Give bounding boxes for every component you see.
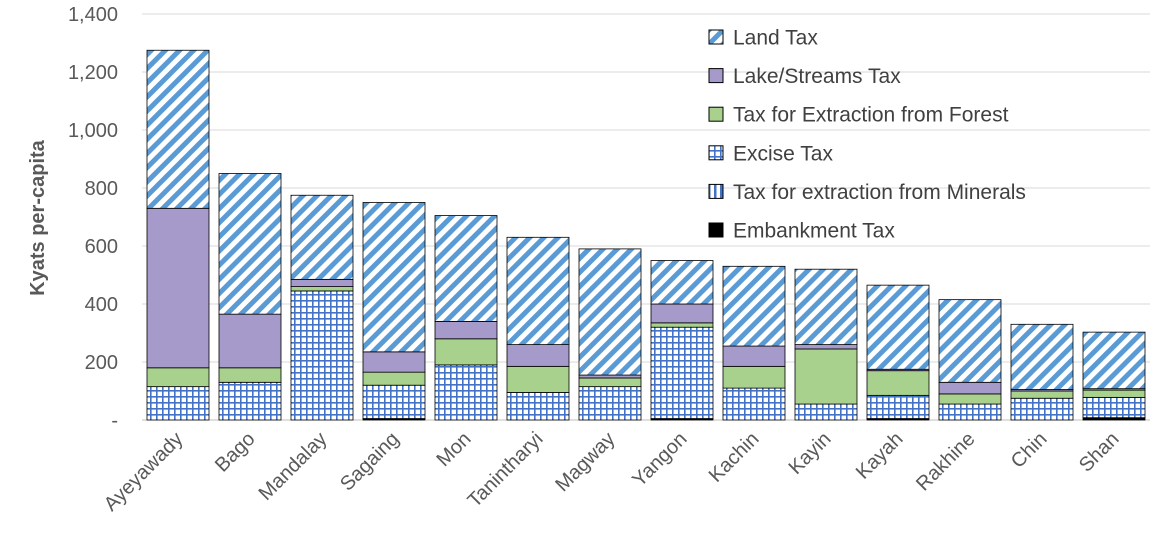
- x-category-label: Ayeyawady: [100, 428, 188, 516]
- y-tick-label: 400: [85, 294, 118, 316]
- bar-segment-excise-tax: [578, 386, 642, 421]
- legend-swatch-excise-tax: [708, 145, 724, 161]
- bar-segment-land-tax: [434, 215, 498, 322]
- bar-segment-tax-for-extraction-from-forest: [578, 377, 642, 388]
- legend-swatch-embankment-tax: [708, 222, 724, 238]
- bar-segment-tax-for-extraction-from-forest: [146, 367, 210, 388]
- bar-segment-lake-streams-tax: [650, 303, 714, 324]
- bar-segment-land-tax: [1010, 323, 1074, 390]
- bar-segment-lake-streams-tax: [218, 313, 282, 369]
- bar-segment-excise-tax: [434, 364, 498, 421]
- bar-segment-land-tax: [1082, 331, 1146, 390]
- y-axis-ticks: - 200 400 600 800 1,000 1,200 1,400: [68, 4, 118, 432]
- bar-segment-lake-streams-tax: [578, 374, 642, 379]
- bar-segment-tax-for-extraction-from-forest: [794, 348, 858, 405]
- bar-segment-excise-tax: [506, 392, 570, 421]
- bar-segment-excise-tax: [650, 326, 714, 419]
- bar-segment-land-tax: [506, 236, 570, 346]
- legend-swatch-lake-streams-tax: [708, 68, 724, 84]
- bar-segment-land-tax: [218, 173, 282, 315]
- bar-segment-tax-for-extraction-from-forest: [506, 365, 570, 393]
- bar-segment-excise-tax: [290, 290, 354, 421]
- legend-swatch-tax-for-extraction-from-minerals: [708, 183, 724, 199]
- bar-segment-excise-tax: [866, 394, 930, 419]
- legend: Land Tax Lake/Streams Tax Tax for Extracti…: [708, 27, 1026, 243]
- bar-segment-land-tax: [722, 265, 786, 347]
- bar-segment-lake-streams-tax: [146, 207, 210, 369]
- x-category-label: Yangon: [628, 428, 691, 491]
- bar-segment-land-tax: [650, 260, 714, 305]
- bar-segment-land-tax: [146, 49, 210, 209]
- bar-segment-excise-tax: [146, 386, 210, 421]
- bar-segment-excise-tax: [362, 384, 426, 419]
- bar-segment-land-tax: [938, 299, 1002, 383]
- x-category-label: Shan: [1075, 428, 1124, 477]
- y-tick-label: -: [111, 410, 118, 432]
- legend-swatch-land-tax: [708, 29, 724, 45]
- x-category-label: Kachin: [705, 428, 764, 487]
- bar-segment-land-tax: [362, 202, 426, 353]
- y-tick-label: 200: [85, 352, 118, 374]
- bar-segment-lake-streams-tax: [506, 344, 570, 367]
- y-axis-label: Kyats per-capita: [27, 139, 49, 295]
- legend-label: Embankment Tax: [733, 220, 895, 243]
- bar-segment-excise-tax: [218, 381, 282, 421]
- y-tick-label: 1,200: [68, 62, 118, 84]
- bar-segment-lake-streams-tax: [362, 351, 426, 373]
- x-category-label: Tanintharyi: [464, 428, 548, 512]
- bar-segment-tax-for-extraction-from-forest: [650, 322, 714, 328]
- bar-segment-excise-tax: [1082, 396, 1146, 419]
- legend-label: Tax for extraction from Minerals: [733, 181, 1026, 204]
- legend-label: Lake/Streams Tax: [733, 65, 901, 88]
- x-category-label: Kayin: [785, 428, 836, 479]
- bar-segment-excise-tax: [938, 403, 1002, 421]
- bar-segment-lake-streams-tax: [938, 381, 1002, 395]
- bar-segment-lake-streams-tax: [434, 320, 498, 340]
- x-category-label: Bago: [211, 428, 260, 477]
- bar-segment-tax-for-extraction-from-forest: [722, 365, 786, 389]
- bar-segment-tax-for-extraction-from-forest: [866, 370, 930, 396]
- bar-segment-lake-streams-tax: [794, 344, 858, 350]
- y-tick-label: 600: [85, 236, 118, 258]
- bar-segment-tax-for-extraction-from-forest: [290, 286, 354, 292]
- bar-segment-lake-streams-tax: [722, 345, 786, 367]
- bar-segment-excise-tax: [722, 387, 786, 421]
- bars: [146, 49, 1146, 421]
- bar-segment-land-tax: [290, 194, 354, 280]
- bar-segment-tax-for-extraction-from-forest: [1082, 389, 1146, 398]
- x-category-label: Mon: [432, 428, 475, 471]
- x-category-label: Magway: [551, 428, 619, 496]
- x-category-label: Rakhine: [912, 428, 979, 495]
- bar-segment-land-tax: [794, 268, 858, 346]
- bar-segment-tax-for-extraction-from-forest: [434, 338, 498, 366]
- bar-segment-land-tax: [866, 284, 930, 370]
- bar-segment-excise-tax: [1010, 397, 1074, 421]
- x-category-label: Kayah: [852, 428, 908, 484]
- x-category-label: Chin: [1007, 428, 1052, 473]
- x-category-label: Mandalay: [255, 428, 332, 505]
- legend-label: Land Tax: [733, 27, 818, 50]
- bar-segment-tax-for-extraction-from-forest: [218, 367, 282, 383]
- bar-segment-land-tax: [578, 248, 642, 376]
- bar-segment-tax-for-extraction-from-forest: [938, 393, 1002, 405]
- bar-segment-tax-for-extraction-from-forest: [362, 371, 426, 386]
- y-tick-label: 1,400: [68, 4, 118, 26]
- x-category-label: Sagaing: [336, 428, 403, 495]
- bar-segment-lake-streams-tax: [290, 278, 354, 288]
- legend-label: Excise Tax: [733, 142, 833, 165]
- bar-segment-tax-for-extraction-from-forest: [1010, 390, 1074, 399]
- bar-segment-excise-tax: [794, 403, 858, 421]
- y-tick-label: 1,000: [68, 120, 118, 142]
- legend-label: Tax for Extraction from Forest: [733, 104, 1009, 127]
- y-tick-label: 800: [85, 178, 118, 200]
- legend-swatch-tax-for-extraction-from-forest: [708, 106, 724, 122]
